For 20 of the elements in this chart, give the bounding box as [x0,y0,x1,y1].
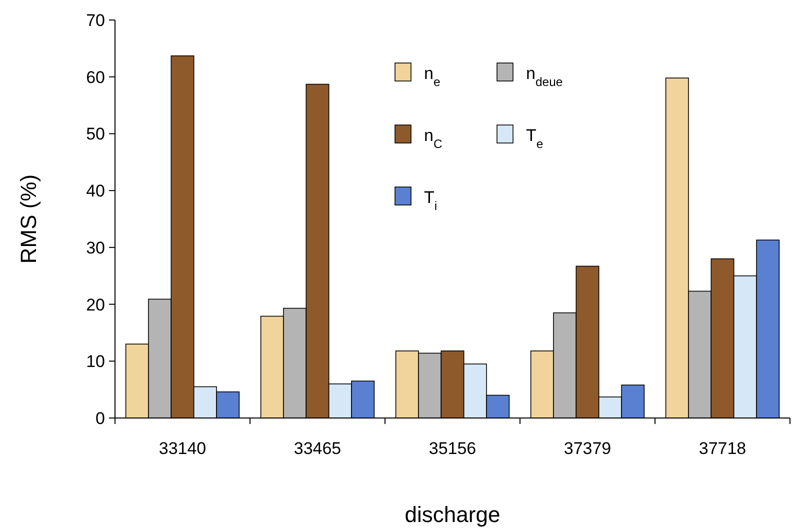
x-tick-label: 33465 [294,439,342,458]
x-axis-title: discharge [404,502,500,527]
legend-label: n$_{C}$ [424,126,442,151]
y-axis-title: RMS (%) [16,174,41,264]
x-tick-label: 37379 [564,439,612,458]
y-tick-label: 50 [86,124,105,144]
legend-label: n$_{deue}$ [526,64,563,89]
y-tick-label: 60 [86,68,105,87]
y-tick-label: 0 [96,409,105,428]
x-tick-label: 37718 [698,439,746,458]
x-tick-label: 33140 [158,439,206,458]
y-tick-label: 30 [86,238,105,258]
y-tick-label: 40 [86,182,105,201]
y-tick-label: 20 [86,295,105,314]
legend-label: n$_{e}$ [424,64,440,89]
y-tick-label: 70 [86,11,105,30]
y-tick-label: 10 [86,352,105,372]
legend-label: T$_{e}$ [526,126,544,151]
x-tick-label: 35156 [428,439,476,458]
legend-label: T$_{i}$ [424,188,438,213]
